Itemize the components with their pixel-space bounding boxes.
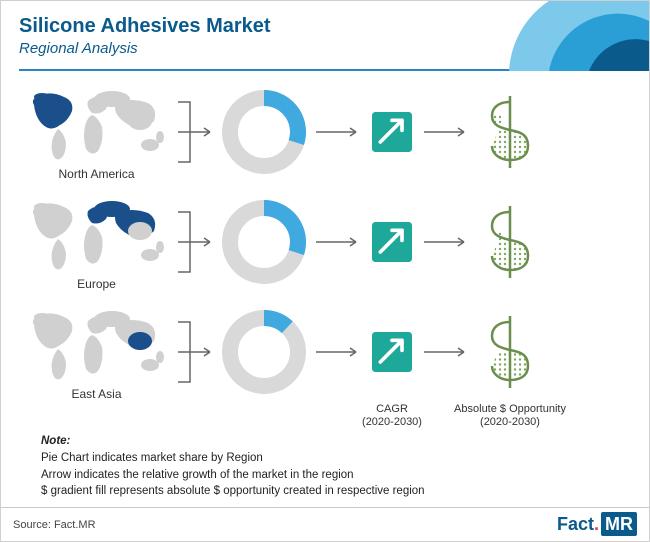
dollar-opportunity-icon [470,204,550,285]
bracket-connector-icon [174,202,214,287]
dollar-opportunity-icon [470,94,550,175]
market-share-donut [214,197,314,292]
bracket-connector-icon [174,92,214,177]
note-title: Note: [41,433,631,450]
region-label: North America [19,167,174,181]
cagr-indicator [362,332,422,377]
cagr-indicator [362,222,422,267]
header: Silicone Adhesives Market Regional Analy… [1,1,649,67]
region-row: North America [19,79,631,189]
region-map-cell: Europe [19,197,174,291]
regions-container: North America [1,79,649,409]
note-line: $ gradient fill represents absolute $ op… [41,483,631,500]
dollar-opportunity-icon [470,314,550,395]
line-connector-icon [422,122,470,147]
note-line: Arrow indicates the relative growth of t… [41,467,631,484]
region-label: East Asia [19,387,174,401]
region-map-cell: North America [19,87,174,181]
market-share-donut [214,87,314,182]
line-connector-icon [314,232,362,257]
header-arc-decoration [469,1,649,71]
factmr-logo: Fact.MR [557,514,637,535]
source-text: Source: Fact.MR [13,519,96,531]
line-connector-icon [314,122,362,147]
line-connector-icon [422,342,470,367]
region-row: Europe [19,189,631,299]
region-label: Europe [19,277,174,291]
line-connector-icon [422,232,470,257]
market-share-donut [214,307,314,402]
note-block: Note: Pie Chart indicates market share b… [1,429,649,500]
region-row: East Asia [19,299,631,409]
region-map-cell: East Asia [19,307,174,401]
line-connector-icon [314,342,362,367]
footer: Source: Fact.MR Fact.MR [1,507,649,541]
note-line: Pie Chart indicates market share by Regi… [41,450,631,467]
cagr-indicator [362,112,422,157]
bracket-connector-icon [174,312,214,397]
